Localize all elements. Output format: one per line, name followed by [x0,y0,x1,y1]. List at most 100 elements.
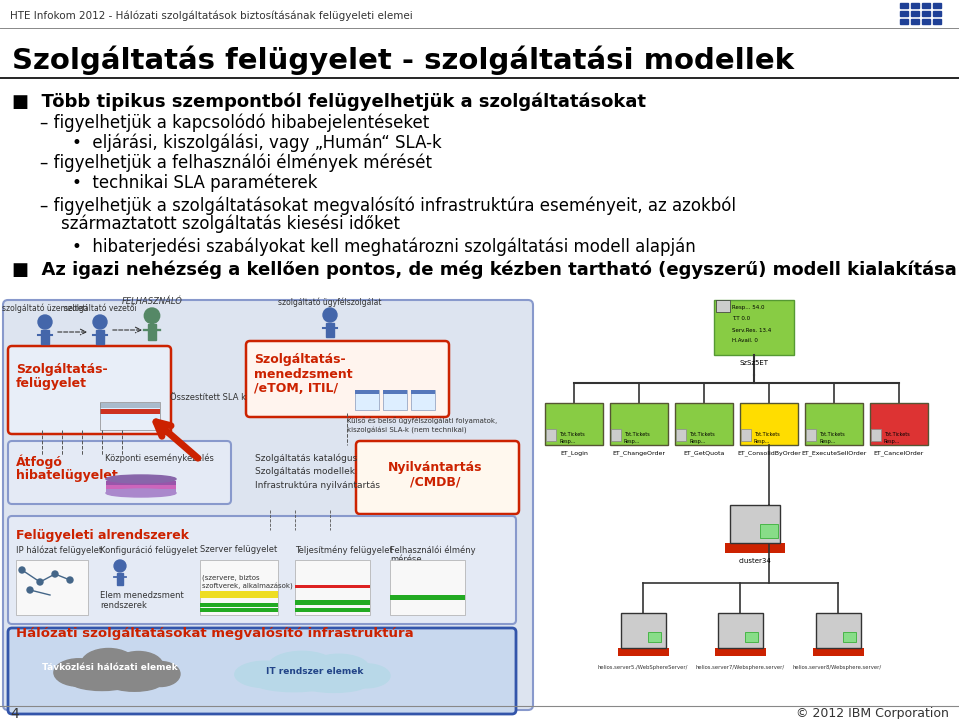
Bar [390,595,465,600]
Text: Szolgáltatás-: Szolgáltatás- [16,364,107,377]
Ellipse shape [54,659,104,686]
FancyBboxPatch shape [3,300,533,710]
Text: ET_CancelOrder: ET_CancelOrder [874,450,924,456]
FancyBboxPatch shape [8,346,171,434]
Bar [843,632,855,642]
Text: 4: 4 [10,707,19,719]
Bar [295,600,370,605]
Bar [200,603,278,607]
Text: Külső és belső ügyfélszolgálati folyamatok,: Külső és belső ügyfélszolgálati folyamat… [347,416,498,423]
Text: Infrastruktúra nyilvántartás: Infrastruktúra nyilvántartás [255,482,380,490]
Text: Tot.Tickets: Tot.Tickets [754,433,780,437]
Circle shape [114,560,126,572]
Text: •  technikai SLA paraméterek: • technikai SLA paraméterek [72,174,317,192]
Bar [900,3,908,8]
Text: •  hibaterjedési szabályokat kell meghatározni szolgáltatási modell alapján: • hibaterjedési szabályokat kell meghatá… [72,238,695,256]
Text: szolgáltató vezetői: szolgáltató vezetői [63,303,136,313]
FancyBboxPatch shape [8,516,516,624]
Text: H.Avail. 0: H.Avail. 0 [732,339,758,344]
Text: Resp...: Resp... [559,439,575,444]
FancyBboxPatch shape [8,628,516,714]
Bar [718,613,763,648]
Text: Resp...: Resp... [884,439,901,444]
Text: Serv.Res. 13.4: Serv.Res. 13.4 [732,327,771,332]
Bar [383,390,407,394]
Text: Felhasználói élmény: Felhasználói élmény [390,545,476,555]
Text: ■  Az igazi nehézség a kellően pontos, de még kézben tartható (egyszerű) modell : ■ Az igazi nehézség a kellően pontos, de… [12,261,957,279]
Text: Szolgáltatás modellek: Szolgáltatás modellek [255,467,355,477]
Bar [100,402,160,430]
Text: /CMDB/: /CMDB/ [409,475,460,488]
Circle shape [19,567,25,573]
FancyArrow shape [117,573,124,585]
Text: Tot.Tickets: Tot.Tickets [689,433,714,437]
Text: HTE Infokom 2012 - Hálózati szolgáltatások biztosításának felügyeleti elemei: HTE Infokom 2012 - Hálózati szolgáltatás… [10,11,412,22]
Bar [740,403,798,445]
Text: ET_Login: ET_Login [560,450,588,456]
Ellipse shape [106,475,176,483]
Ellipse shape [69,672,134,690]
Bar [545,403,603,445]
Text: Teljesítmény felügyelet: Teljesítmény felügyelet [295,545,393,555]
Bar [933,19,941,24]
Bar [355,390,379,410]
Bar [922,11,930,16]
Ellipse shape [235,661,295,687]
Ellipse shape [141,661,180,687]
Text: szolgáltató üzemelteti: szolgáltató üzemelteti [2,303,88,313]
Bar [805,403,863,445]
Text: (szervere, biztos: (szervere, biztos [202,574,260,581]
Text: helios.server7/Websphere.server/: helios.server7/Websphere.server/ [695,666,784,671]
Bar [716,300,730,312]
Ellipse shape [106,489,176,497]
Text: Elem menedzsment: Elem menedzsment [100,592,184,600]
Bar [933,3,941,8]
Ellipse shape [114,651,163,680]
Ellipse shape [300,676,367,692]
Bar [16,560,88,615]
Ellipse shape [269,651,336,681]
FancyBboxPatch shape [356,441,519,514]
Text: Szerver felügyelet: Szerver felügyelet [200,546,277,554]
Bar [714,300,794,355]
Text: SzSz5ET: SzSz5ET [739,360,768,366]
Bar [610,403,668,445]
Text: kiszolgálási SLA-k (nem technikai): kiszolgálási SLA-k (nem technikai) [347,426,467,434]
Bar [100,409,160,414]
Circle shape [52,571,58,577]
Bar [200,560,278,615]
Text: T.T 0.0: T.T 0.0 [732,316,750,321]
Bar [100,403,160,408]
Text: Resp...: Resp... [754,439,770,444]
Bar [871,429,881,441]
Text: •  eljárási, kiszolgálási, vagy „Humán“ SLA-k: • eljárási, kiszolgálási, vagy „Humán“ S… [72,134,442,152]
Text: Felügyeleti alrendszerek: Felügyeleti alrendszerek [16,528,189,541]
Bar [647,632,661,642]
Text: ET_GetQuota: ET_GetQuota [684,450,725,456]
Bar [725,543,785,553]
Text: menedzsment: menedzsment [254,367,353,380]
Text: Konfiguráció felügyelet: Konfiguráció felügyelet [100,545,198,555]
Text: Távközlési hálózati elemek: Távközlési hálózati elemek [42,664,177,672]
Bar [922,3,930,8]
Bar [911,11,919,16]
Bar [100,408,160,420]
Text: szoftverek, alkalmazások): szoftverek, alkalmazások) [202,584,292,590]
Text: mérése: mérése [390,556,422,564]
Text: Resp...: Resp... [624,439,641,444]
Text: szolgáltató ügyfélszolgálat: szolgáltató ügyfélszolgálat [278,297,382,307]
Bar [411,390,435,410]
Text: © 2012 IBM Corporation: © 2012 IBM Corporation [796,707,949,719]
Bar [383,390,407,410]
Text: Tot.Tickets: Tot.Tickets [884,433,910,437]
Bar [741,429,751,441]
Bar [922,19,930,24]
Text: felügyelet: felügyelet [16,377,87,390]
Bar [295,608,370,612]
Text: Átfogó: Átfogó [16,454,63,470]
Text: Nyilvántartás: Nyilvántartás [387,462,482,475]
Text: – figyelhetjük a kapcsolódó hibabejelentéseket: – figyelhetjük a kapcsolódó hibabejelent… [40,114,430,132]
Bar [812,648,863,656]
Bar [611,429,621,441]
Ellipse shape [82,649,136,679]
